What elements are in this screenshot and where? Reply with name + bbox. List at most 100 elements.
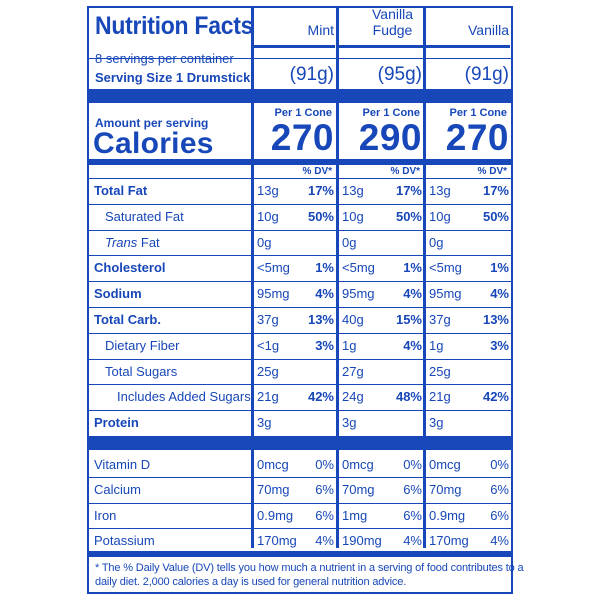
calories-value: 270 — [445, 117, 509, 158]
nutrient-label: Trans Fat — [105, 234, 160, 250]
nutrient-amount: 95mg — [342, 286, 375, 302]
nutrient-label: Includes Added Sugars — [117, 389, 251, 405]
footnote: daily diet. 2,000 calories a day is used… — [95, 576, 407, 588]
column-divider — [336, 8, 339, 548]
vitamin-dv: 0% — [315, 457, 334, 472]
nutrient-amount: 95mg — [257, 286, 290, 302]
vitamin-dv: 0% — [490, 457, 509, 472]
nutrient-label: Total Fat — [94, 183, 148, 198]
nutrient-label: Total Sugars — [105, 363, 178, 379]
vitamin-label: Vitamin D — [94, 457, 151, 472]
nutrient-amount: <1g — [257, 337, 280, 353]
nutrient-amount: 3g — [429, 415, 444, 431]
vitamin-label: Iron — [94, 507, 117, 523]
nutrient-dv: 48% — [395, 389, 422, 405]
vitamin-amount: 0mcg — [429, 457, 461, 472]
vitamin-amount: 0.9mg — [429, 507, 466, 523]
nutrient-label: Dietary Fiber — [105, 337, 180, 353]
vitamin-amount: 70mg — [257, 482, 290, 498]
nutrient-amount: 25g — [429, 363, 451, 379]
nutrient-amount: 40g — [342, 312, 364, 327]
serving-weight: (91g) — [464, 64, 509, 85]
nutrient-label: Protein — [94, 415, 139, 431]
serving-weight: (95g) — [377, 64, 422, 85]
nutrient-amount: <5mg — [257, 260, 290, 276]
nutrient-amount: 13g — [257, 183, 279, 198]
nutrient-dv: 13% — [307, 312, 334, 327]
row-rule — [89, 203, 511, 205]
calories-value: 270 — [270, 117, 334, 158]
nutrient-amount: 21g — [429, 389, 451, 405]
nutrient-amount: 10g — [257, 208, 279, 224]
nutrient-dv: 42% — [307, 389, 334, 405]
nutrient-dv: 3% — [315, 337, 334, 353]
vitamin-amount: 0mcg — [342, 457, 374, 472]
per-serving-label: Per 1 Cone — [362, 107, 420, 119]
nutrient-amount: 13g — [429, 183, 451, 198]
calories-label: Calories — [93, 127, 214, 160]
vitamin-amount: 70mg — [342, 482, 375, 498]
vitamin-amount: 170mg — [257, 532, 297, 548]
nutrient-amount: <5mg — [342, 260, 375, 276]
thick-rule — [89, 89, 511, 103]
nutrient-dv: 17% — [307, 183, 334, 198]
amount-per-serving: Amount per serving — [95, 116, 209, 130]
nutrient-amount: 21g — [257, 389, 279, 405]
vitamin-dv: 6% — [315, 507, 334, 523]
row-rule — [89, 281, 511, 283]
vitamin-amount: 170mg — [429, 532, 469, 548]
nutrient-amount: 3g — [257, 415, 272, 431]
nutrient-dv: 15% — [395, 312, 422, 327]
nutrient-amount: 1g — [429, 337, 444, 353]
row-rule — [89, 410, 511, 412]
trans-italic: Trans — [105, 234, 138, 250]
nutrient-dv: 50% — [395, 208, 422, 224]
vitamin-dv: 4% — [315, 532, 334, 548]
row-rule — [89, 477, 511, 479]
serving-weight: (91g) — [289, 64, 334, 85]
row-rule — [89, 358, 511, 360]
nutrient-dv: 17% — [395, 183, 422, 198]
nutrient-dv: 50% — [482, 208, 509, 224]
vitamin-dv: 6% — [490, 482, 509, 498]
nutrient-amount: 24g — [342, 389, 364, 405]
nutrient-amount: 13g — [342, 183, 364, 198]
dv-header: % DV* — [390, 166, 420, 177]
dv-header: % DV* — [302, 166, 332, 177]
nutrient-dv: 1% — [315, 260, 334, 276]
nutrient-amount: 10g — [342, 208, 364, 224]
vitamin-amount: 0mcg — [257, 457, 289, 472]
vitamin-label: Calcium — [94, 482, 141, 498]
flavor-name: Vanilla — [468, 22, 509, 38]
nutrient-dv: 42% — [482, 389, 509, 405]
nutrient-amount: 1g — [342, 337, 357, 353]
nutrient-dv: 50% — [307, 208, 334, 224]
nutrient-dv: 13% — [482, 312, 509, 327]
calories-rule — [89, 159, 511, 165]
nutrient-label: Saturated Fat — [105, 208, 184, 224]
row-rule — [89, 502, 511, 504]
vitamin-amount: 1mg — [342, 507, 368, 523]
row-rule — [89, 178, 511, 179]
vitamin-dv: 6% — [403, 507, 422, 523]
nutrient-amount: 37g — [257, 312, 279, 327]
per-serving-label: Per 1 Cone — [449, 107, 507, 119]
nutrient-dv: 4% — [315, 286, 334, 302]
row-rule — [89, 527, 511, 529]
column-divider — [251, 8, 254, 548]
footnote: * The % Daily Value (DV) tells you how m… — [95, 562, 524, 574]
nutrient-amount: 25g — [257, 363, 279, 379]
nutrient-dv: 4% — [403, 337, 422, 353]
vitamin-dv: 0% — [403, 457, 422, 472]
nutrient-amount: 0g — [429, 234, 444, 250]
row-rule — [89, 255, 511, 257]
row-rule — [89, 332, 511, 334]
nutrient-amount: 37g — [429, 312, 451, 327]
vitamin-amount: 0.9mg — [257, 507, 294, 523]
serving-rule — [89, 58, 511, 59]
vitamin-amount: 70mg — [429, 482, 462, 498]
header-rule — [254, 45, 335, 48]
per-serving-label: Per 1 Cone — [274, 107, 332, 119]
vitamin-dv: 6% — [490, 507, 509, 523]
nutrient-dv: 4% — [403, 286, 422, 302]
